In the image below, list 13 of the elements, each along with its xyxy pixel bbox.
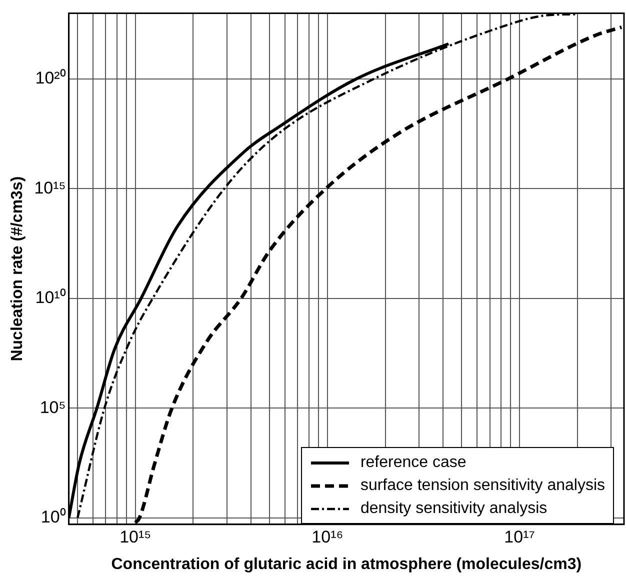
y-tick-label: 10¹⁰ bbox=[35, 288, 66, 308]
legend-label: reference case bbox=[360, 453, 466, 473]
y-tick-label: 10⁵ bbox=[40, 398, 66, 417]
y-axis-title: Nucleation rate (#/cm3s) bbox=[9, 176, 26, 362]
x-tick-label: 10¹⁵ bbox=[120, 527, 152, 546]
x-axis-title: Concentration of glutaric acid in atmosphere (molecules/cm3) bbox=[111, 556, 582, 573]
legend-label: density sensitivity analysis bbox=[360, 499, 548, 519]
y-tick-label: 10¹⁵ bbox=[34, 178, 66, 198]
legend-label: surface tension sensitivity analysis bbox=[360, 476, 605, 496]
y-tick-label: 10²⁰ bbox=[35, 68, 66, 88]
x-tick-label: 10¹⁷ bbox=[504, 527, 535, 546]
y-tick-label: 10⁰ bbox=[40, 507, 66, 526]
x-tick-label: 10¹⁶ bbox=[312, 527, 344, 546]
